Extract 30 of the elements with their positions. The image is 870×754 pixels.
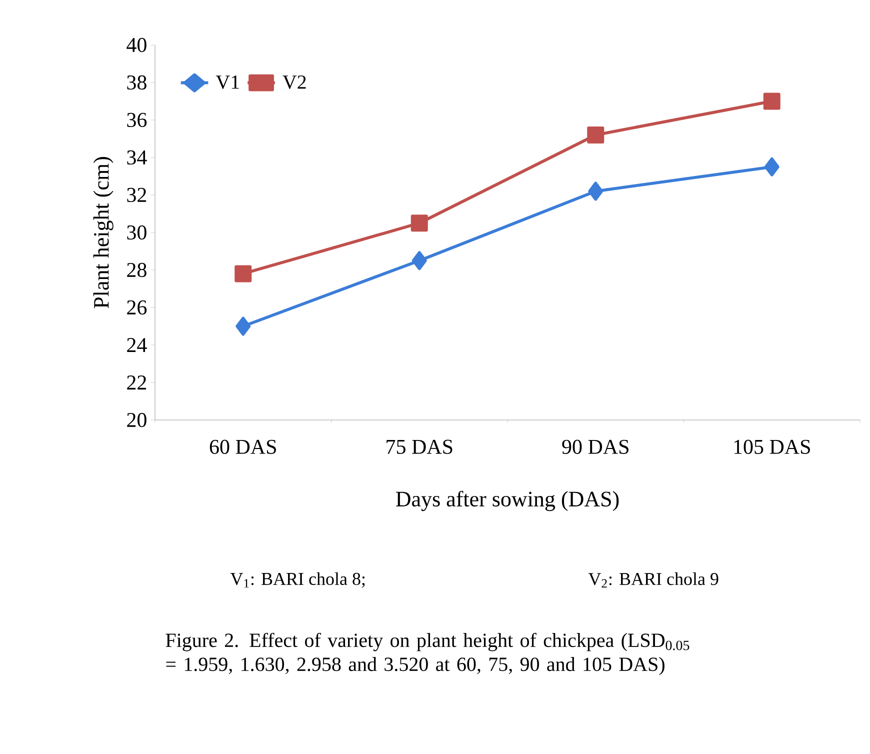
- text: V$_{1}$: BARI chola 8;: [230, 572, 365, 588]
- y-tick-label: 24: [127, 338, 147, 352]
- point: [236, 316, 251, 336]
- x-tick-label: 60 DAS: [210, 440, 276, 454]
- text: V$_{2}$: BARI chola 9: [588, 572, 718, 588]
- y-tick-label: 28: [127, 262, 146, 278]
- point: [234, 265, 252, 282]
- point: [588, 182, 604, 201]
- point: [410, 214, 428, 232]
- y-tick-label: 32: [127, 188, 146, 202]
- caption: Figure 2. Effect of variety on plant height of chickpea (LSD$_{0.05}$ = 1.959, 1.630, 2.958 and 3.520 at 60, 75, 90 and 105 DAS): [166, 632, 690, 676]
- y-tick-label: 40: [126, 38, 146, 52]
- point: [763, 92, 780, 110]
- legend-label: V2: [282, 75, 306, 89]
- y-tick-label: 30: [127, 225, 146, 240]
- y-tick-label: 26: [127, 300, 147, 315]
- y-tick-label: 36: [127, 112, 147, 128]
- point: [412, 251, 427, 270]
- legend-label: V1: [216, 75, 239, 89]
- y-axis-title: Plant height (cm): [93, 157, 114, 308]
- y-tick-label: 38: [127, 75, 146, 90]
- x-tick-label: 75 DAS: [386, 440, 452, 454]
- y-tick-label: 20: [127, 412, 146, 428]
- x-tick-label: 105 DAS: [734, 440, 810, 454]
- point: [587, 126, 604, 144]
- x-axis-title: Days after sowing (DAS): [396, 490, 619, 512]
- point: [764, 157, 780, 176]
- y-tick-label: 34: [127, 150, 147, 165]
- x-tick-label: 90 DAS: [562, 440, 628, 454]
- y-tick-label: 22: [127, 376, 146, 390]
